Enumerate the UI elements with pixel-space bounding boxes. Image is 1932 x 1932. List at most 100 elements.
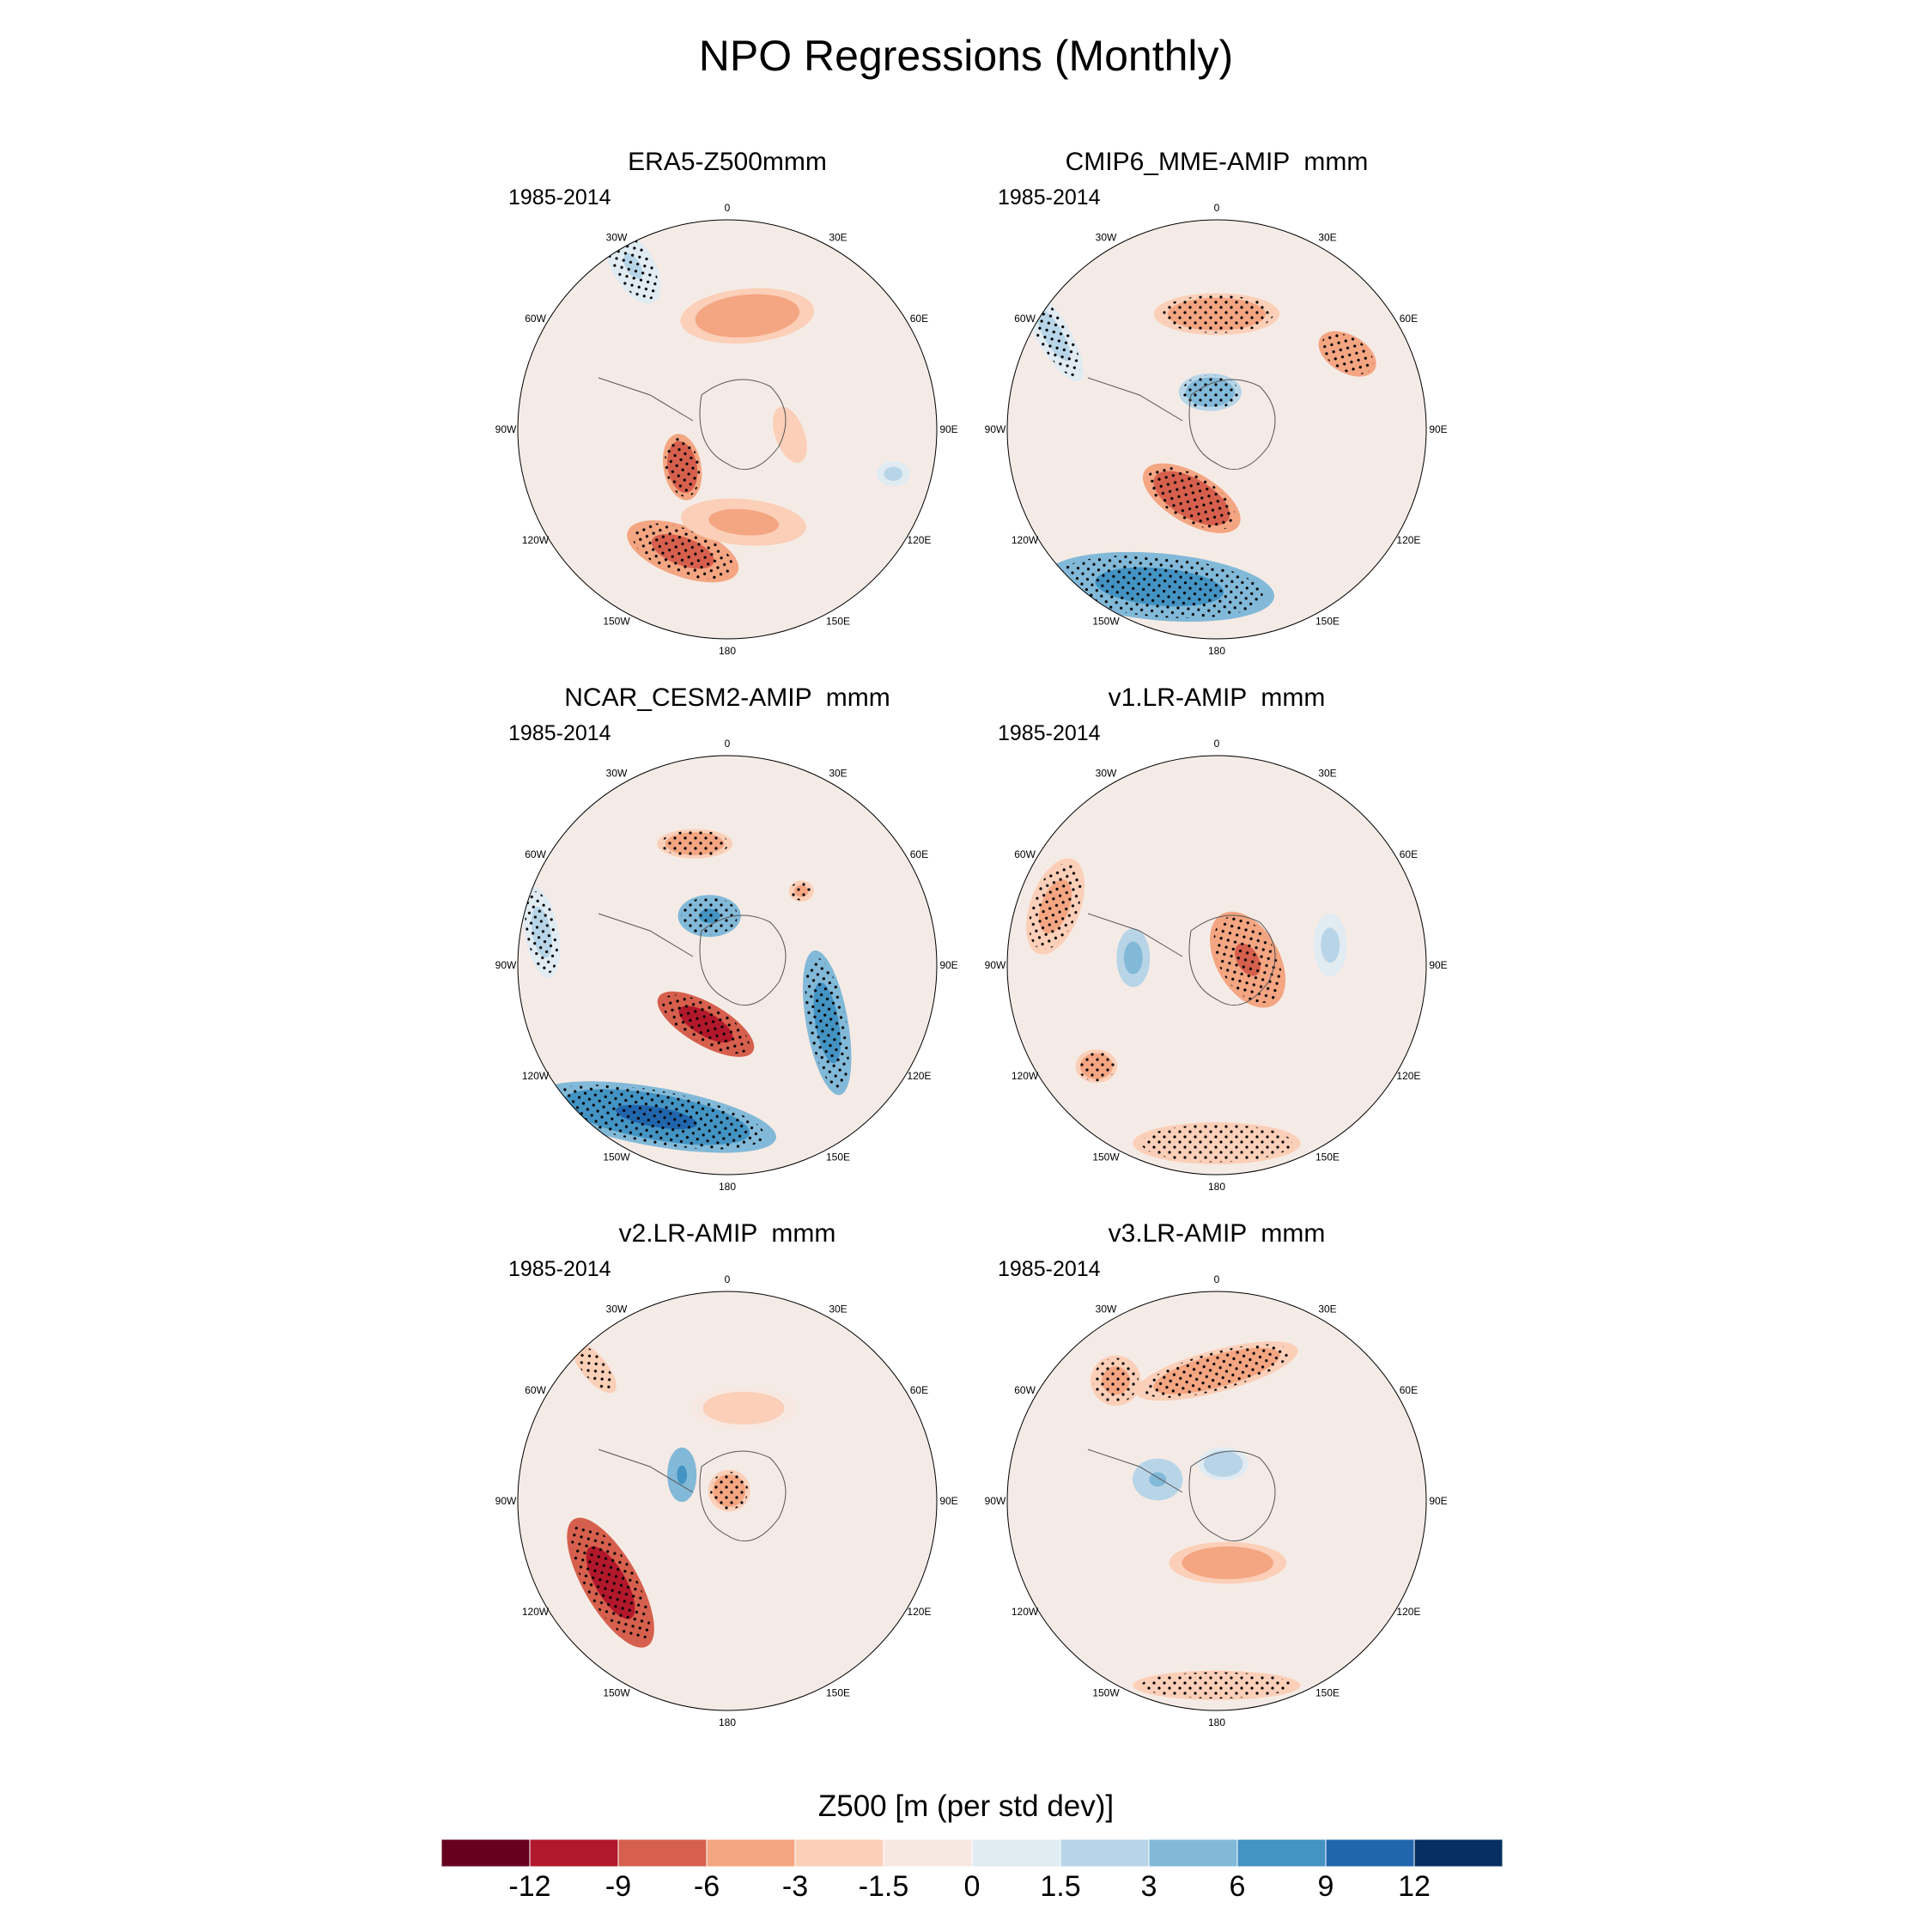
anomaly-contour: [662, 434, 702, 501]
longitude-label: 120W: [1012, 534, 1039, 546]
longitude-label: 150W: [1092, 615, 1120, 627]
longitude-label: 0: [725, 1273, 731, 1285]
panel-era5: ERA5-Z500mmm 1985-2014 0 30E 60E 90E 120E 150…: [487, 148, 968, 657]
anomaly-contour: [680, 288, 815, 344]
anomaly-contour: [537, 1081, 777, 1153]
colorbar-tick-label: -6: [693, 1870, 720, 1903]
anomaly-contour: [876, 461, 910, 487]
longitude-label: 120W: [522, 1606, 550, 1618]
longitude-label: 150W: [1092, 1686, 1120, 1698]
significance-stippling: [660, 830, 729, 857]
significance-stippling: [1213, 916, 1282, 1003]
longitude-label: 0: [725, 738, 731, 750]
longitude-label: 180: [1208, 645, 1225, 657]
colorbar-segment: [617, 1839, 708, 1867]
period-label: 1985-2014: [998, 721, 1101, 745]
longitude-label: 180: [719, 645, 736, 657]
significance-stippling: [632, 523, 733, 580]
colorbar-segment: [1325, 1839, 1415, 1867]
colorbar-tick-label: 12: [1398, 1870, 1431, 1903]
longitude-label: 60W: [1014, 1384, 1036, 1396]
significance-stippling: [665, 437, 701, 497]
colorbar-title: Z500 [m (per std dev)]: [817, 1789, 1115, 1823]
colorbar-tick-label: 0: [963, 1870, 981, 1903]
panel-title: ERA5-Z500mmm: [628, 148, 827, 176]
anomaly-contour: [691, 1387, 797, 1430]
anomaly-contour: [1116, 928, 1151, 987]
longitude-label: 30W: [1096, 1303, 1117, 1315]
map-border: [517, 1291, 938, 1711]
longitude-label: 60W: [525, 1384, 546, 1396]
longitude-label: 150E: [1315, 615, 1340, 627]
longitude-label: 30E: [1318, 1303, 1336, 1315]
map-border: [517, 219, 938, 640]
colorbar-segment: [883, 1839, 973, 1867]
anomaly-contour: [1133, 1122, 1301, 1164]
panel-v2-lr: v2.LR-AMIP mmm 1985-2014 0 30E 60E 90E 120E 1…: [487, 1219, 968, 1728]
panel-title: v2.LR-AMIP mmm: [618, 1219, 836, 1248]
panel-v3-lr: v3.LR-AMIP mmm 1985-2014 0 30E 60E 90E 120E 1…: [976, 1219, 1457, 1728]
longitude-label: 120E: [1396, 534, 1420, 546]
colorbar-labels: -12 -9 -6 -3 -1.5 0 1.5 3 6 9 12: [0, 1870, 1932, 1913]
longitude-label: 90E: [1429, 959, 1447, 971]
longitude-label: 30W: [1096, 232, 1117, 244]
longitude-label: 60W: [1014, 848, 1036, 860]
longitude-label: 60E: [1400, 1384, 1418, 1396]
map-border: [1006, 1291, 1427, 1711]
map-background: [518, 220, 937, 639]
period-label: 1985-2014: [508, 721, 611, 745]
longitude-label: 60E: [1400, 848, 1418, 860]
panel-ncar-cesm2: NCAR_CESM2-AMIP mmm 1985-2014 0 30E 60E 90E…: [487, 683, 968, 1193]
period-label: 1985-2014: [998, 185, 1101, 210]
longitude-label: 120E: [907, 1606, 931, 1618]
polar-map: 0 30E 60E 90E 120E 150E 180 150W 120W 90W 60W 30W: [495, 738, 958, 1193]
anomaly-contour: [567, 1517, 654, 1648]
polar-map: 0 30E 60E 90E 120E 150E 180 150W 120W 90W 60W 30W: [985, 1273, 1448, 1728]
longitude-label: 30E: [829, 232, 847, 244]
longitude-label: 150W: [603, 1686, 630, 1698]
anomaly-contour: [708, 1469, 750, 1512]
anomaly-contour: [571, 1342, 617, 1394]
longitude-label: 90E: [1429, 1495, 1447, 1507]
map-border: [1006, 219, 1427, 640]
colorbar-tick-label: 1.5: [1040, 1870, 1081, 1903]
longitude-label: 60E: [910, 313, 928, 325]
longitude-label: 120E: [1396, 1606, 1420, 1618]
significance-stippling: [571, 1524, 650, 1642]
colorbar-segment: [1236, 1839, 1327, 1867]
colorbar-segment: [1413, 1839, 1503, 1867]
colorbar-segment: [529, 1839, 619, 1867]
anomaly-contour: [1178, 373, 1242, 411]
colorbar-segment: [1060, 1839, 1150, 1867]
anomaly-contour: [1135, 1341, 1298, 1401]
panel-title: NCAR_CESM2-AMIP mmm: [564, 683, 890, 712]
map-background: [1007, 220, 1426, 639]
significance-stippling: [1147, 466, 1236, 530]
polar-map: 0 30E 60E 90E 120E 150E 180 150W 120W 90W 60W 30W: [985, 202, 1448, 657]
longitude-label: 0: [1214, 738, 1220, 750]
anomaly-contour: [627, 520, 739, 583]
longitude-label: 0: [725, 202, 731, 214]
longitude-label: 30W: [606, 768, 628, 780]
panel-title: v3.LR-AMIP mmm: [1108, 1219, 1326, 1248]
colorbar-segment: [971, 1839, 1061, 1867]
significance-stippling: [681, 896, 738, 935]
significance-stippling: [1141, 1124, 1292, 1163]
anomaly-contour: [773, 406, 807, 464]
anomaly-contour: [667, 1447, 697, 1503]
polar-map: 0 30E 60E 90E 120E 150E 180 150W 120W 90W 60W 30W: [985, 738, 1448, 1193]
longitude-label: 30W: [606, 1303, 628, 1315]
longitude-label: 150W: [603, 1151, 630, 1163]
longitude-label: 90W: [985, 959, 1006, 971]
anomaly-contour: [788, 880, 814, 902]
colorbar-tick-label: -3: [781, 1870, 809, 1903]
significance-stippling: [1182, 374, 1239, 410]
longitude-label: 90E: [939, 959, 957, 971]
anomaly-contour: [1025, 858, 1085, 955]
longitude-label: 120E: [907, 534, 931, 546]
anomaly-contour: [1318, 331, 1376, 377]
colorbar-segment: [1148, 1839, 1238, 1867]
anomaly-contour: [1313, 914, 1347, 977]
significance-stippling: [548, 1084, 765, 1150]
colorbar-segment: [441, 1839, 531, 1867]
